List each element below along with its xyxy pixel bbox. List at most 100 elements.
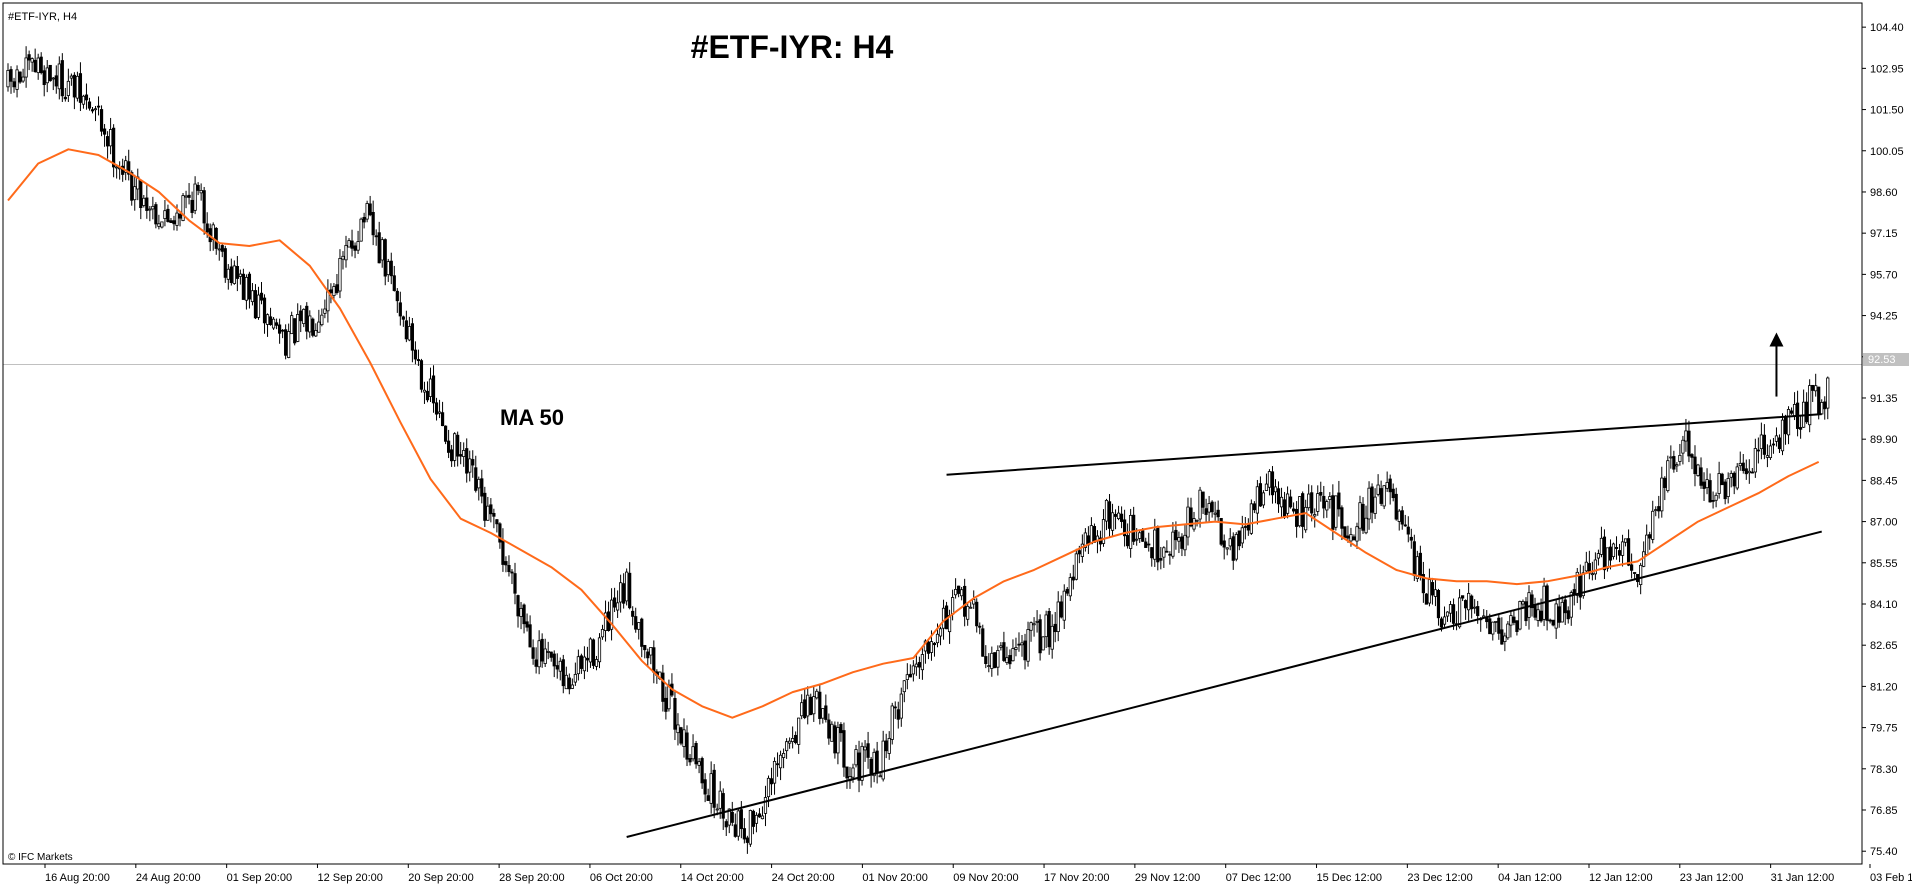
candle — [818, 684, 822, 725]
candle-body — [1017, 643, 1021, 646]
candle-body — [727, 808, 731, 826]
candle — [235, 256, 239, 292]
candle-body — [1264, 483, 1269, 491]
candle — [1147, 532, 1151, 552]
candle — [1648, 531, 1652, 550]
candle — [1110, 503, 1115, 537]
candle — [1119, 506, 1124, 529]
y-tick-label: 82.65 — [1870, 640, 1898, 652]
candle-body — [1693, 456, 1697, 475]
candle — [685, 725, 689, 767]
candle — [1361, 497, 1365, 534]
y-tick-label: 85.55 — [1870, 558, 1898, 570]
candle-body — [1744, 468, 1748, 475]
candle-body — [311, 318, 315, 336]
candle — [824, 694, 828, 723]
candle-body — [591, 639, 596, 666]
candle — [1123, 509, 1127, 547]
candle — [172, 215, 176, 231]
candle — [727, 808, 731, 834]
candle — [148, 206, 152, 222]
candle-body — [622, 583, 626, 604]
candle — [151, 196, 155, 220]
time-axis[interactable]: 16 Aug 20:00 24 Aug 20:00 01 Sep 20:00 12 S… — [44, 864, 1912, 884]
candle-body — [1032, 623, 1036, 626]
candle — [1699, 457, 1703, 489]
candle — [558, 657, 562, 681]
candle-body — [187, 194, 191, 198]
candle — [990, 646, 994, 677]
candle-body — [772, 761, 777, 784]
candle-body — [341, 255, 345, 260]
candle — [1301, 491, 1305, 539]
candle-body — [1711, 500, 1715, 502]
candle — [1159, 546, 1163, 570]
candle-body — [78, 73, 83, 103]
candle-body — [667, 684, 671, 710]
candle-body — [1648, 534, 1652, 539]
candle-body — [66, 80, 70, 96]
candle-body — [691, 746, 695, 760]
candle-body — [172, 220, 176, 225]
candle — [368, 195, 372, 217]
candle-body — [1593, 559, 1597, 575]
candle — [1180, 533, 1184, 557]
candle-body — [803, 699, 807, 719]
candle-body — [169, 220, 173, 223]
candle-body — [422, 389, 427, 393]
candle-body — [51, 77, 55, 80]
candle-body — [987, 665, 991, 668]
candle — [745, 835, 749, 854]
candle — [905, 663, 909, 690]
candle-body — [833, 725, 837, 754]
candle — [281, 328, 285, 339]
candle — [416, 349, 421, 366]
candle — [1177, 531, 1181, 554]
candle — [682, 718, 686, 758]
candle — [830, 721, 834, 742]
candle-body — [1316, 493, 1320, 512]
candle — [259, 282, 264, 305]
candle-body — [1557, 606, 1561, 623]
candle — [1811, 384, 1815, 402]
candle — [1814, 373, 1818, 397]
candle-body — [353, 245, 357, 251]
candle-body — [57, 63, 61, 90]
candle-body — [1313, 514, 1317, 517]
candle — [1409, 528, 1413, 549]
candle-body — [214, 227, 218, 249]
candle-body — [81, 95, 86, 105]
candle — [27, 50, 31, 71]
candle-body — [1304, 506, 1308, 531]
candle — [1216, 500, 1220, 523]
candle-body — [377, 232, 381, 264]
candle — [1258, 476, 1263, 507]
candle-body — [932, 642, 937, 646]
candle-body — [389, 260, 393, 277]
candle — [238, 269, 242, 285]
candle-body — [332, 286, 336, 296]
candle — [1252, 501, 1256, 514]
candle — [443, 425, 448, 445]
candle-body — [896, 709, 900, 720]
candle-body — [1563, 599, 1567, 614]
candle — [425, 381, 430, 403]
candle-body — [1533, 604, 1537, 618]
candle-body — [1285, 493, 1290, 514]
candle-body — [1023, 640, 1027, 661]
candle-body — [1210, 501, 1214, 513]
candle-body — [1388, 478, 1392, 493]
candle — [594, 655, 599, 671]
candle-body — [450, 449, 454, 462]
candle-body — [416, 359, 421, 362]
candle-body — [60, 60, 64, 97]
candle — [540, 633, 544, 668]
candle-body — [999, 645, 1003, 648]
candle-body — [1325, 501, 1329, 511]
candle — [896, 701, 900, 729]
price-axis[interactable]: 104.40 102.95 101.50 100.05 98.60 97.15 95.70 9… — [1862, 22, 1904, 858]
candle — [522, 603, 526, 634]
candle — [142, 195, 146, 208]
candle-body — [1255, 486, 1259, 514]
candle — [748, 809, 752, 847]
